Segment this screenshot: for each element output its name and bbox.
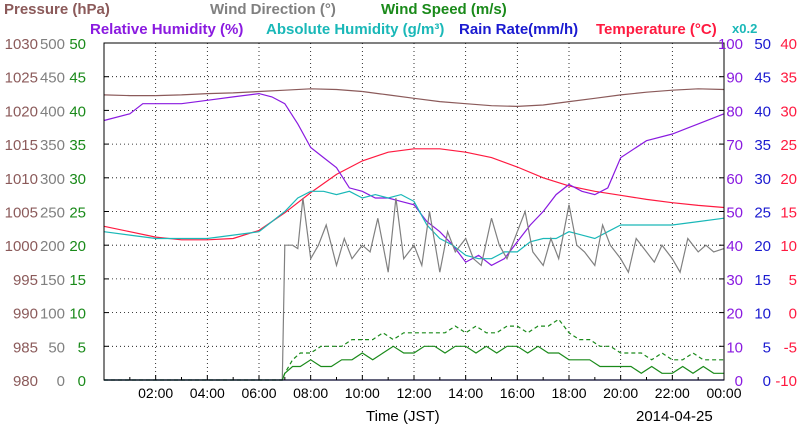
y-tick-label-pressure: 1015 [5, 137, 38, 154]
x-tick-label: 06:00 [241, 385, 276, 401]
x-tick-label: 18:00 [551, 385, 586, 401]
y-tick-label-rain-rate: 40 [754, 103, 771, 120]
y-tick-label-pressure: 985 [13, 339, 38, 356]
y-tick-label-wind-direction: 400 [40, 103, 65, 120]
x-tick-label: 14:00 [448, 385, 483, 401]
y-tick-label-wind-speed: 35 [69, 137, 86, 154]
x-tick-label: 00:00 [706, 385, 741, 401]
y-tick-label-relative-humidity: 80 [726, 103, 743, 120]
x-tick-label: 16:00 [500, 385, 535, 401]
series-wind-direction [104, 197, 725, 381]
y-tick-label-temperature: 20 [780, 171, 797, 188]
x-tick-label: 10:00 [345, 385, 380, 401]
y-tick-label-wind-speed: 45 [69, 70, 86, 87]
y-tick-label-wind-speed: 5 [78, 339, 86, 356]
y-tick-label-wind-speed: 10 [69, 306, 86, 323]
y-tick-label-temperature: 30 [780, 103, 797, 120]
x-tick-label: 04:00 [190, 385, 225, 401]
y-tick-label-relative-humidity: 10 [726, 339, 743, 356]
y-tick-label-wind-speed: 25 [69, 205, 86, 222]
y-tick-label-temperature: -5 [784, 339, 797, 356]
y-tick-label-wind-direction: 200 [40, 238, 65, 255]
legend-relative-humidity: Relative Humidity (%) [90, 21, 244, 38]
legend-wind-speed: Wind Speed (m/s) [381, 1, 507, 18]
y-tick-label-temperature: 5 [789, 272, 797, 289]
y-tick-label-wind-direction: 50 [48, 339, 65, 356]
y-tick-label-temperature: -10 [775, 373, 797, 390]
series-wind-speed-gust-m-s [104, 318, 724, 381]
series-wind-speed-m-s [104, 345, 724, 381]
y-tick-label-wind-speed: 40 [69, 103, 86, 120]
axis-ticks: 02:00 04:00 06:00 08:00 10:00 12:00 14:00 16:00… [5, 36, 797, 401]
y-tick-label-rain-rate: 50 [754, 36, 771, 53]
y-tick-label-pressure: 1010 [5, 171, 38, 188]
y-tick-label-relative-humidity: 90 [726, 70, 743, 87]
legend-absolute-humidity: Absolute Humidity (g/m³) [266, 21, 445, 38]
y-tick-label-temperature: 40 [780, 36, 797, 53]
date-label: 2014-04-25 [636, 408, 713, 425]
legend-pressure: Pressure (hPa) [4, 1, 110, 18]
legend-temperature: Temperature (°C) [596, 21, 717, 38]
y-tick-label-relative-humidity: 60 [726, 171, 743, 188]
y-tick-label-wind-speed: 15 [69, 272, 86, 289]
y-tick-label-pressure: 1000 [5, 238, 38, 255]
y-tick-label-wind-direction: 150 [40, 272, 65, 289]
series-lines [103, 88, 725, 381]
y-tick-label-wind-direction: 500 [40, 36, 65, 53]
series-absolute-humidity-g-m [103, 190, 725, 260]
y-tick-label-pressure: 990 [13, 306, 38, 323]
y-tick-label-pressure: 1020 [5, 103, 38, 120]
y-tick-label-pressure: 1030 [5, 36, 38, 53]
y-tick-label-rain-rate: 30 [754, 171, 771, 188]
y-tick-label-rain-rate: 45 [754, 70, 771, 87]
y-tick-label-temperature: 35 [780, 70, 797, 87]
grid-lines [104, 43, 724, 380]
y-tick-label-wind-direction: 350 [40, 137, 65, 154]
y-tick-label-rain-rate: 10 [754, 306, 771, 323]
legend-wind-direction: Wind Direction (°) [210, 1, 336, 18]
legend-rain-rate: Rain Rate(mm/h) [459, 21, 579, 38]
y-tick-label-wind-direction: 300 [40, 171, 65, 188]
y-tick-label-wind-direction: 100 [40, 306, 65, 323]
x-tick-label: 08:00 [293, 385, 328, 401]
y-tick-label-rain-rate: 15 [754, 272, 771, 289]
x-tick-label: 22:00 [655, 385, 690, 401]
y-tick-label-rain-rate: 25 [754, 205, 771, 222]
x-tick-label: 12:00 [396, 385, 431, 401]
y-tick-label-wind-direction: 250 [40, 205, 65, 222]
y-tick-label-wind-direction: 450 [40, 70, 65, 87]
y-tick-label-rain-rate: 20 [754, 238, 771, 255]
y-tick-label-pressure: 1005 [5, 205, 38, 222]
y-tick-label-rain-rate: 5 [763, 339, 771, 356]
y-tick-label-relative-humidity: 30 [726, 272, 743, 289]
y-tick-label-relative-humidity: 100 [718, 36, 743, 53]
series-pressure-hpa [103, 88, 725, 108]
y-tick-label-pressure: 980 [13, 373, 38, 390]
y-tick-label-wind-direction: 0 [57, 373, 65, 390]
series-temperature-c [103, 148, 725, 241]
x-axis-title: Time (JST) [366, 408, 440, 425]
x-tick-label: 02:00 [138, 385, 173, 401]
y-tick-label-relative-humidity: 0 [735, 373, 743, 390]
y-tick-label-temperature: 25 [780, 137, 797, 154]
y-tick-label-temperature: 15 [780, 205, 797, 222]
y-tick-label-pressure: 1025 [5, 70, 38, 87]
y-tick-label-pressure: 995 [13, 272, 38, 289]
x-tick-label: 20:00 [603, 385, 638, 401]
y-tick-label-wind-speed: 30 [69, 171, 86, 188]
y-tick-label-wind-speed: 50 [69, 36, 86, 53]
y-tick-label-rain-rate: 35 [754, 137, 771, 154]
legend-scale-note: x0.2 [732, 21, 758, 36]
y-tick-label-relative-humidity: 50 [726, 205, 743, 222]
y-tick-label-relative-humidity: 40 [726, 238, 743, 255]
y-tick-label-temperature: 0 [789, 306, 797, 323]
y-tick-label-relative-humidity: 70 [726, 137, 743, 154]
y-tick-label-relative-humidity: 20 [726, 306, 743, 323]
y-tick-label-wind-speed: 0 [78, 373, 86, 390]
y-tick-label-wind-speed: 20 [69, 238, 86, 255]
y-tick-label-rain-rate: 0 [763, 373, 771, 390]
y-tick-label-temperature: 10 [780, 238, 797, 255]
